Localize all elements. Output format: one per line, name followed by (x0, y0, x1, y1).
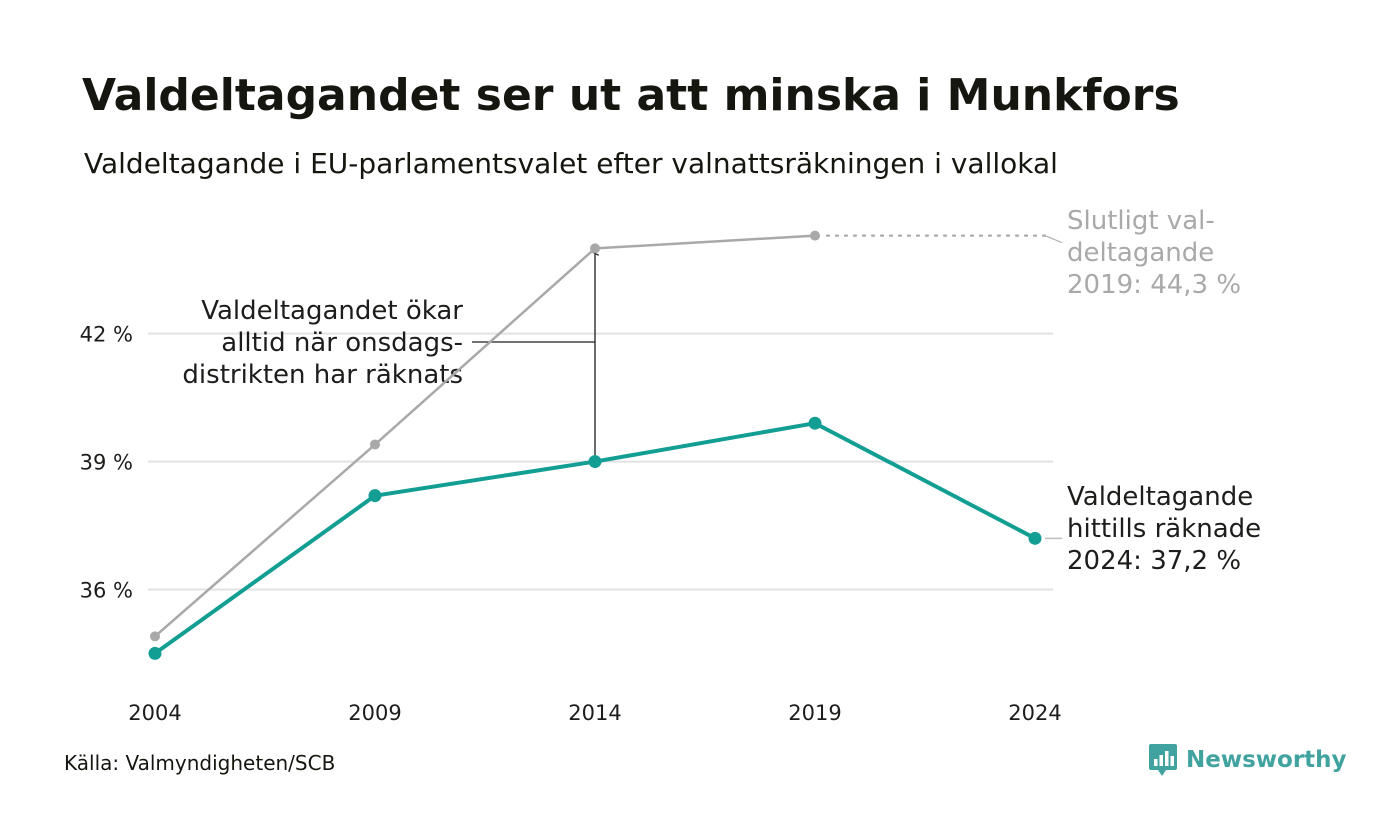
x-tick-label-2014: 2014 (568, 701, 621, 725)
x-tick-label-2024: 2024 (1008, 701, 1061, 725)
counted-series-point-2009 (368, 489, 382, 503)
gap-annotation-line-0: Valdeltagandet ökar (201, 296, 463, 326)
axis-ticks: 36 % 39 % 42 % 2004 2009 2014 2019 2024 (80, 323, 1062, 725)
final-label-leader (1044, 235, 1063, 244)
x-tick-label-2004: 2004 (128, 701, 181, 725)
final-series-point-2019 (810, 230, 820, 241)
counted-label-line-1: hittills räknade (1067, 514, 1261, 544)
counted-series-point-2004 (148, 646, 162, 660)
gap-annotation-line-2: distrikten har räknats (182, 360, 463, 390)
y-tick-label: 36 % (80, 578, 133, 602)
brand-name: Newsworthy (1186, 747, 1347, 773)
final-label-line-0: Slutligt val- (1067, 206, 1215, 236)
final-label-line-2: 2019: 44,3 % (1067, 270, 1241, 300)
final-series-point-2014 (590, 243, 600, 254)
counted-label-line-0: Valdeltagande (1067, 482, 1253, 512)
y-tick-label: 42 % (80, 323, 133, 347)
y-tick-label: 39 % (80, 451, 133, 475)
counted-series-point-2019 (808, 416, 822, 430)
counted-series-point-2024 (1028, 531, 1042, 545)
x-tick-label-2009: 2009 (348, 701, 401, 725)
counted-series-point-2014 (588, 455, 602, 469)
chart-subtitle: Valdeltagande i EU-parlamentsvalet efter… (84, 147, 1058, 180)
x-tick-label-2019: 2019 (788, 701, 841, 725)
brand-logo: Newsworthy (1148, 742, 1347, 778)
final-series-point-2009 (370, 439, 380, 450)
final-series-line (154, 234, 816, 638)
chart-title: Valdeltagandet ser ut att minska i Munkf… (82, 70, 1180, 121)
gap-annotation-line-1: alltid när onsdags- (221, 328, 463, 358)
source-note: Källa: Valmyndigheten/SCB (64, 751, 336, 775)
final-label-line-1: deltagande (1067, 238, 1214, 268)
final-series-point-2004 (150, 631, 160, 642)
newsworthy-chart-bubble-icon (1149, 744, 1177, 776)
counted-label-line-2: 2024: 37,2 % (1067, 546, 1241, 576)
series (148, 230, 1042, 660)
